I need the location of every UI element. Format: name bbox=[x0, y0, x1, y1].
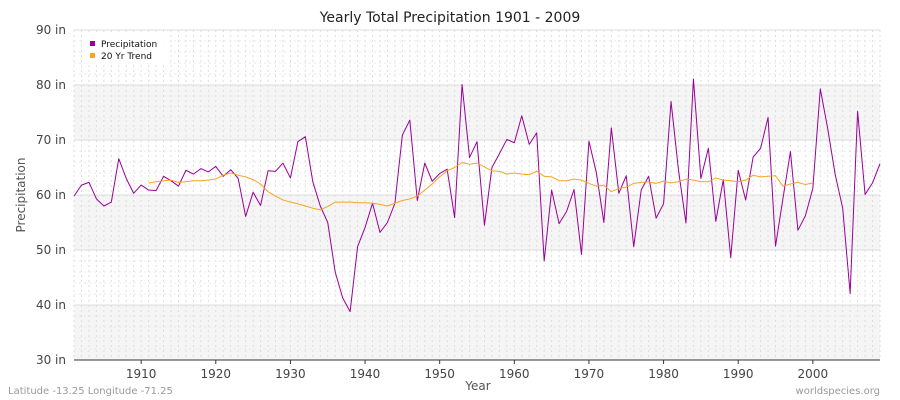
x-axis-label: Year bbox=[464, 379, 490, 393]
chart-title: Yearly Total Precipitation 1901 - 2009 bbox=[319, 10, 581, 26]
legend: Precipitation 20 Yr Trend bbox=[84, 35, 170, 64]
x-tick-label: 2000 bbox=[798, 367, 829, 381]
x-tick-label: 1970 bbox=[574, 367, 605, 381]
y-tick-label: 60 in bbox=[36, 188, 66, 202]
x-tick-label: 1980 bbox=[648, 367, 679, 381]
footer-coordinates: Latitude -13.25 Longitude -71.25 bbox=[8, 386, 173, 397]
y-tick-label: 30 in bbox=[36, 353, 66, 367]
legend-label-trend: 20 Yr Trend bbox=[101, 52, 152, 62]
x-tick-label: 1940 bbox=[350, 367, 381, 381]
y-tick-label: 70 in bbox=[36, 133, 66, 147]
horizontal-grid bbox=[74, 29, 880, 361]
y-tick-label: 90 in bbox=[36, 23, 66, 37]
x-tick-label: 1920 bbox=[201, 367, 232, 381]
x-tick-label: 1930 bbox=[275, 367, 306, 381]
legend-label-precipitation: Precipitation bbox=[101, 40, 157, 50]
x-tick-label: 1960 bbox=[499, 367, 530, 381]
y-axis-label: Precipitation bbox=[14, 157, 28, 232]
trend-line bbox=[148, 162, 813, 211]
x-tick-label: 1910 bbox=[126, 367, 157, 381]
legend-swatch-precipitation bbox=[90, 41, 95, 46]
y-tick-label: 80 in bbox=[36, 78, 66, 92]
y-tick-label: 50 in bbox=[36, 243, 66, 257]
precipitation-line bbox=[73, 78, 881, 313]
footer-source: worldspecies.org bbox=[796, 386, 880, 397]
legend-box bbox=[84, 35, 170, 64]
x-tick-label: 1990 bbox=[723, 367, 754, 381]
y-axis-ticks: 30 in 40 in 50 in 60 in 70 in 80 in 90 in bbox=[36, 23, 66, 367]
series-layer bbox=[73, 78, 881, 313]
x-tick-label: 1950 bbox=[424, 367, 455, 381]
y-tick-label: 40 in bbox=[36, 298, 66, 312]
legend-swatch-trend bbox=[90, 53, 95, 58]
x-axis-ticks: 1910 1920 1930 1940 1950 1960 1970 1980 1990 2000 bbox=[126, 360, 828, 381]
